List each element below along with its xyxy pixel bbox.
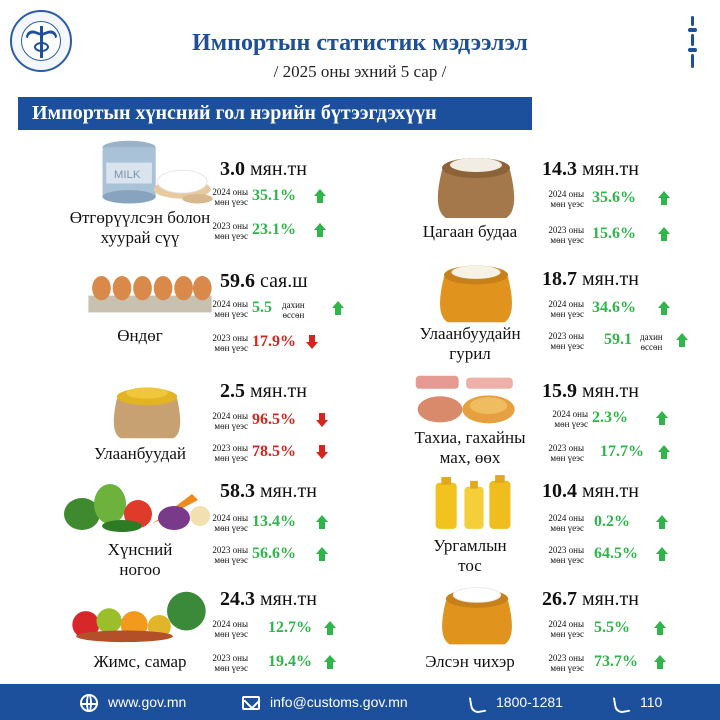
arrow-up-icon xyxy=(658,445,670,459)
arrow-up-icon xyxy=(316,515,328,529)
product-card-milk: MILK Өтгөрүүлсэн болон хуурай сүү 3.0 мян… xyxy=(40,136,390,247)
product-amount: 3.0 мян.тн xyxy=(220,158,308,180)
globe-icon xyxy=(80,694,98,713)
footer-website[interactable]: www.gov.mn xyxy=(80,684,186,720)
arrow-down-icon xyxy=(316,413,328,427)
product-amount: 24.3 мян.тн xyxy=(220,588,318,610)
product-name: Элсэн чихэр xyxy=(425,652,515,671)
page-title: Импортын статистик мэдээлэл xyxy=(192,30,528,56)
rice-sack-icon xyxy=(437,158,515,218)
product-name: Өтгөрүүлсэн болон хуурай сүү xyxy=(69,208,211,247)
arrow-up-icon xyxy=(316,547,328,561)
product-card-sugar: Элсэн чихэр 26.7 мян.тн 2024 оны мөн үеэс… xyxy=(370,578,720,684)
mongolian-script-emblem xyxy=(683,16,701,72)
product-card-oil: Ургамлын тос 10.4 мян.тн 2024 оны мөн үеэс… xyxy=(370,470,720,576)
vegetables-icon xyxy=(64,484,210,532)
customs-logo xyxy=(10,10,72,72)
phone-icon xyxy=(612,694,630,712)
eggs-icon xyxy=(88,276,212,313)
footer-phone[interactable]: 1800-1281 xyxy=(468,684,563,720)
product-card-eggs: Өндөг 59.6 сая.ш 2024 оны мөн үеэс 5.5 да… xyxy=(40,250,390,356)
product-name: Хүнсний ногоо xyxy=(107,540,173,579)
product-name: Тахиа, гахайны мах, өөх xyxy=(414,428,526,467)
mail-icon xyxy=(242,696,260,711)
arrow-up-icon xyxy=(314,189,326,203)
product-amount: 14.3 мян.тн xyxy=(542,158,640,180)
arrow-up-icon xyxy=(654,621,666,635)
arrow-up-icon xyxy=(658,301,670,315)
section-banner: Импортын хүнсний гол нэрийн бүтээгдэхүүн xyxy=(18,97,532,130)
page-subtitle: / 2025 оны эхний 5 сар / xyxy=(273,62,447,81)
product-amount: 15.9 мян.тн xyxy=(542,380,640,402)
product-amount: 2.5 мян.тн xyxy=(220,380,308,402)
product-card-wheat: Улаанбуудай 2.5 мян.тн 2024 оны мөн үеэс … xyxy=(40,368,390,474)
product-amount: 18.7 мян.тн xyxy=(542,268,640,290)
fruits-icon xyxy=(72,591,206,643)
product-card-fruits: Жимс, самар 24.3 мян.тн 2024 оны мөн үеэс… xyxy=(40,580,390,686)
product-name: Улаанбуудайн гурил xyxy=(419,324,521,363)
arrow-up-icon xyxy=(658,191,670,205)
sugar-sack-icon xyxy=(442,587,512,645)
arrow-up-icon xyxy=(324,655,336,669)
footer-hotline[interactable]: 110 xyxy=(612,684,662,720)
footer-bar: www.gov.mn info@customs.gov.mn 1800-1281… xyxy=(0,684,720,720)
product-name: Ургамлын тос xyxy=(433,536,507,575)
arrow-up-icon xyxy=(656,411,668,425)
arrow-down-icon xyxy=(306,335,318,349)
product-name: Цагаан будаа xyxy=(422,222,518,241)
milk-icon: MILK xyxy=(102,140,213,204)
arrow-up-icon xyxy=(656,547,668,561)
phone-icon xyxy=(468,694,486,712)
product-amount: 26.7 мян.тн xyxy=(542,588,640,610)
product-card-vegetables: Хүнсний ногоо 58.3 мян.тн 2024 оны мөн үеэ… xyxy=(40,474,390,580)
arrow-up-icon xyxy=(676,333,688,347)
arrow-down-icon xyxy=(316,445,328,459)
product-name: Өндөг xyxy=(117,326,163,345)
flour-sack-icon xyxy=(440,265,512,323)
product-card-rice: Цагаан будаа 14.3 мян.тн 2024 оны мөн үеэ… xyxy=(370,150,720,256)
product-name: Жимс, самар xyxy=(93,652,187,671)
product-amount: 59.6 сая.ш xyxy=(220,270,308,292)
product-amount: 58.3 мян.тн xyxy=(220,480,318,502)
product-name: Улаанбуудай xyxy=(93,444,186,463)
product-card-flour: Улаанбуудайн гурил 18.7 мян.тн 2024 оны мө… xyxy=(370,254,720,363)
svg-text:MILK: MILK xyxy=(114,169,141,181)
meat-icon xyxy=(415,375,515,424)
arrow-up-icon xyxy=(658,227,670,241)
arrow-up-icon xyxy=(314,223,326,237)
arrow-up-icon xyxy=(332,301,344,315)
product-amount: 10.4 мян.тн xyxy=(542,480,640,502)
wheat-sack-icon xyxy=(113,387,181,439)
product-card-meat: Тахиа, гахайны мах, өөх 15.9 мян.тн 2024 … xyxy=(370,366,720,472)
arrow-up-icon xyxy=(656,515,668,529)
arrow-up-icon xyxy=(324,621,336,635)
arrow-up-icon xyxy=(654,655,666,669)
footer-email[interactable]: info@customs.gov.mn xyxy=(242,684,408,720)
oil-bottles-icon xyxy=(435,475,511,529)
